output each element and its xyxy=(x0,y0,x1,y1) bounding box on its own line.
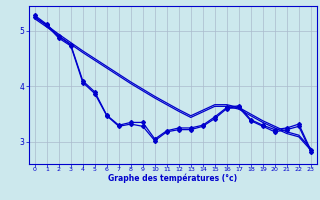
X-axis label: Graphe des températures (°c): Graphe des températures (°c) xyxy=(108,174,237,183)
